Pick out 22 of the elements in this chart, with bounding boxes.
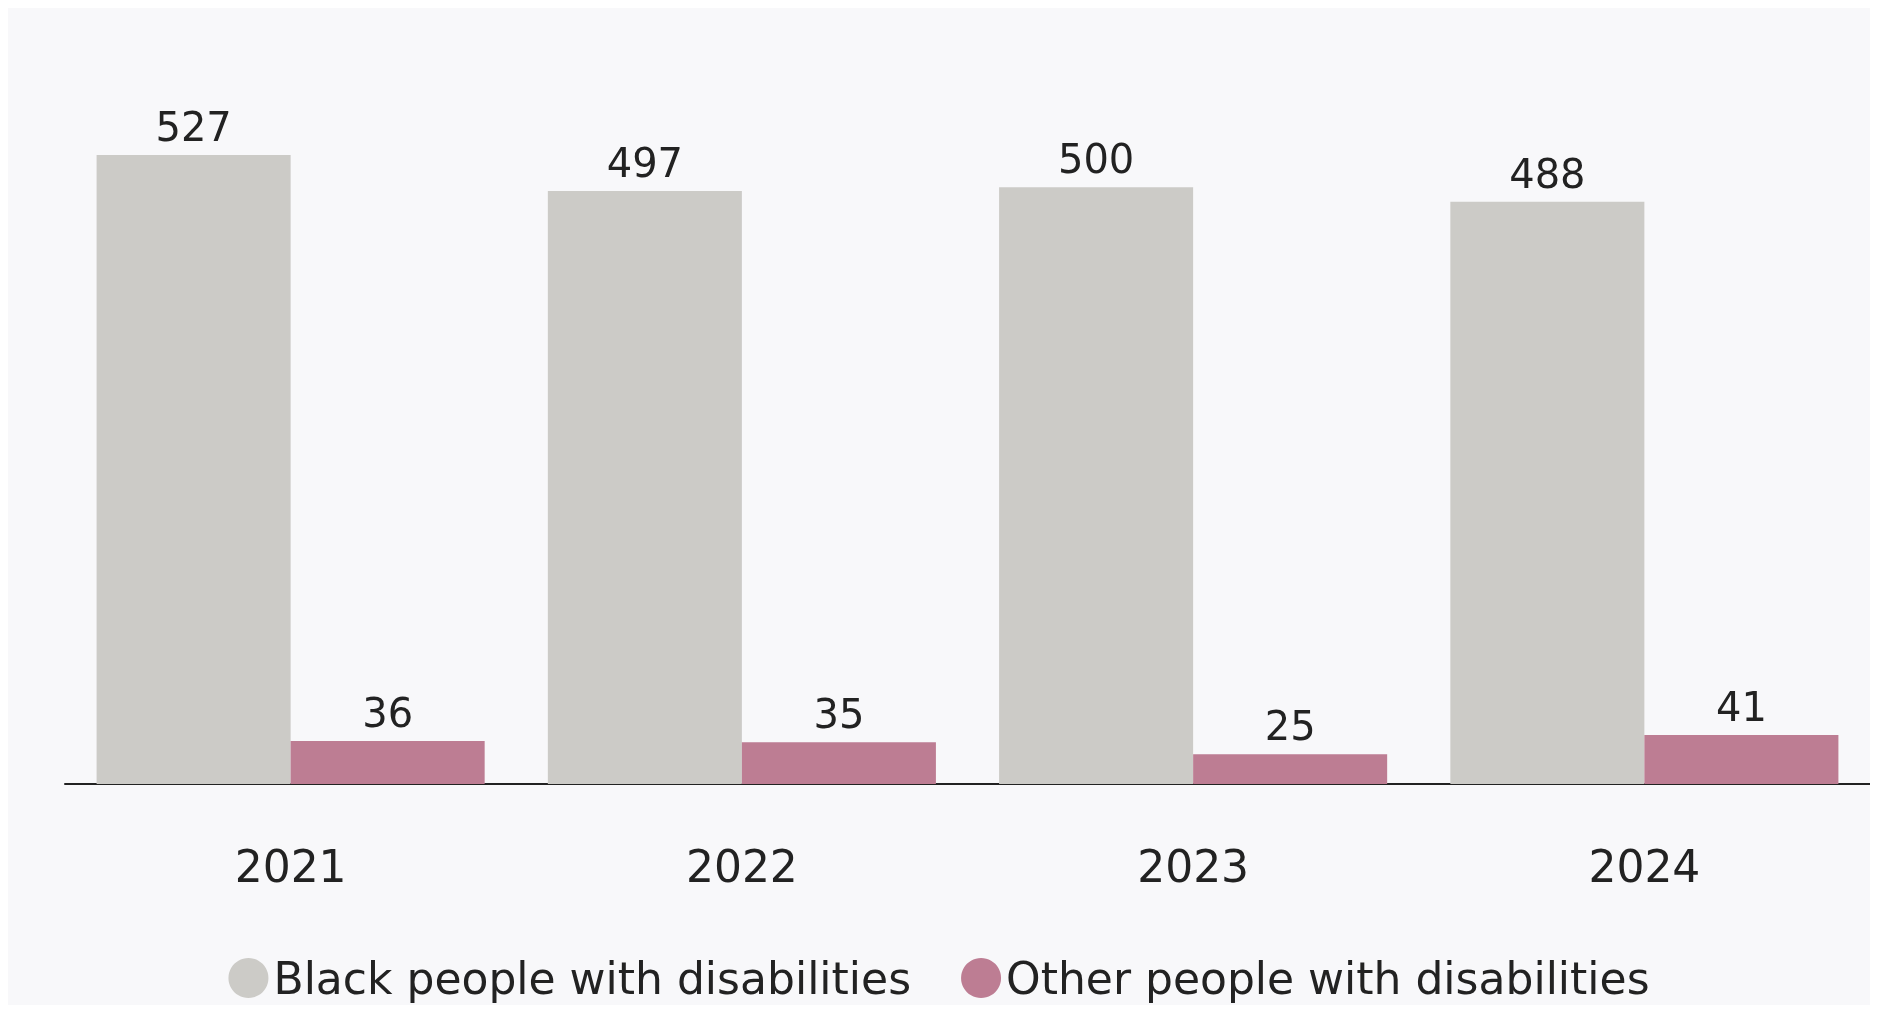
x-tick-label: 2022 <box>685 840 798 892</box>
bar <box>999 187 1194 784</box>
data-label: 41 <box>1715 684 1767 731</box>
bar <box>741 742 936 784</box>
bar <box>290 741 485 784</box>
bar <box>547 190 742 784</box>
data-label: 35 <box>813 691 865 738</box>
bar <box>1450 201 1645 784</box>
legend-label: Black people with disabilities <box>273 952 912 1004</box>
bar <box>96 155 291 784</box>
legend-label: Other people with disabilities <box>1006 952 1650 1004</box>
data-label: 25 <box>1264 703 1316 750</box>
data-label: 36 <box>362 690 414 737</box>
x-tick-label: 2024 <box>1588 840 1701 892</box>
data-label: 500 <box>1057 136 1135 183</box>
data-label: 497 <box>606 139 684 186</box>
data-label: 527 <box>155 104 232 151</box>
data-label: 488 <box>1509 150 1586 197</box>
bar <box>1193 754 1388 784</box>
bar <box>1644 735 1839 784</box>
x-tick-label: 2023 <box>1137 840 1250 892</box>
x-tick-label: 2021 <box>234 840 347 892</box>
